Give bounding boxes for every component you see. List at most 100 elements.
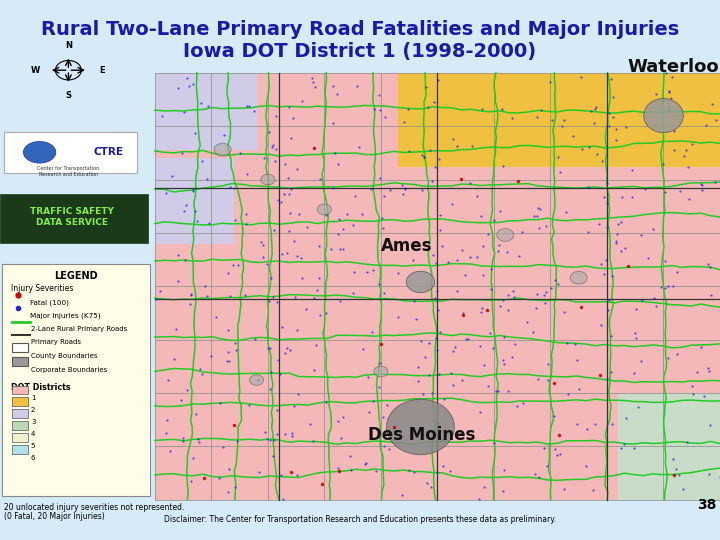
Ellipse shape bbox=[644, 98, 683, 133]
Point bbox=[349, 192, 361, 200]
Point bbox=[369, 105, 380, 113]
Point bbox=[402, 104, 413, 113]
Point bbox=[521, 318, 533, 326]
Point bbox=[228, 420, 239, 429]
Point bbox=[696, 342, 707, 351]
Point bbox=[444, 467, 456, 475]
Point bbox=[449, 342, 461, 351]
Point bbox=[430, 294, 441, 302]
Point bbox=[362, 373, 374, 382]
Point bbox=[632, 403, 644, 411]
Point bbox=[287, 114, 298, 123]
Point bbox=[494, 241, 505, 249]
Point bbox=[596, 157, 608, 166]
Point bbox=[709, 178, 720, 186]
Point bbox=[311, 285, 323, 294]
Point bbox=[277, 495, 289, 503]
Point bbox=[546, 115, 558, 124]
Point bbox=[234, 149, 246, 158]
Text: 38: 38 bbox=[697, 498, 716, 512]
Point bbox=[327, 118, 338, 127]
Point bbox=[403, 147, 415, 156]
Point bbox=[202, 174, 213, 183]
Point bbox=[460, 334, 472, 343]
Point bbox=[214, 399, 225, 407]
Point bbox=[485, 285, 497, 294]
Point bbox=[686, 140, 698, 149]
Point bbox=[185, 477, 197, 485]
Point bbox=[242, 102, 253, 111]
Point bbox=[306, 73, 318, 82]
Point bbox=[192, 435, 204, 444]
Point bbox=[269, 225, 280, 234]
Point bbox=[189, 206, 201, 215]
Point bbox=[178, 207, 189, 216]
Point bbox=[703, 367, 715, 375]
Bar bbox=[155, 158, 234, 244]
Point bbox=[535, 106, 546, 115]
Point bbox=[662, 282, 674, 291]
Bar bbox=[12, 445, 28, 454]
Point bbox=[671, 268, 683, 276]
Ellipse shape bbox=[387, 399, 454, 455]
Point bbox=[388, 423, 400, 432]
Point bbox=[691, 368, 703, 376]
Point bbox=[423, 371, 434, 380]
Point bbox=[492, 387, 503, 395]
Point bbox=[629, 329, 641, 338]
Point bbox=[430, 334, 441, 342]
Point bbox=[275, 370, 287, 379]
Point bbox=[418, 152, 430, 161]
Point bbox=[682, 162, 693, 171]
Point bbox=[534, 204, 546, 213]
Point bbox=[534, 473, 545, 482]
Point bbox=[181, 386, 192, 394]
Point bbox=[678, 152, 690, 161]
Point bbox=[263, 297, 274, 306]
Point bbox=[561, 339, 572, 347]
Point bbox=[585, 106, 596, 115]
Point bbox=[361, 268, 373, 276]
Point bbox=[598, 269, 610, 278]
Point bbox=[497, 487, 508, 496]
Point bbox=[267, 141, 279, 150]
Point bbox=[671, 350, 683, 359]
Point bbox=[333, 467, 345, 475]
Point bbox=[408, 468, 420, 476]
Text: W: W bbox=[30, 66, 40, 75]
Point bbox=[332, 230, 343, 238]
Point bbox=[575, 73, 586, 82]
Point bbox=[607, 113, 618, 122]
Point bbox=[374, 173, 386, 182]
Text: Iowa DOT District 1 (1998-2000): Iowa DOT District 1 (1998-2000) bbox=[184, 42, 536, 61]
FancyBboxPatch shape bbox=[4, 132, 137, 173]
Point bbox=[474, 341, 486, 350]
Point bbox=[259, 428, 271, 436]
Point bbox=[399, 185, 410, 193]
Point bbox=[459, 271, 471, 280]
Point bbox=[348, 267, 360, 276]
Point bbox=[222, 356, 233, 365]
Point bbox=[196, 157, 207, 166]
Point bbox=[554, 167, 566, 176]
Point bbox=[571, 420, 582, 428]
Point bbox=[239, 291, 251, 300]
Point bbox=[361, 458, 372, 467]
Point bbox=[451, 142, 462, 151]
Point bbox=[374, 382, 385, 391]
Point bbox=[601, 199, 613, 207]
Point bbox=[181, 201, 192, 210]
Point bbox=[446, 199, 458, 208]
Point bbox=[421, 478, 433, 487]
Ellipse shape bbox=[570, 271, 588, 284]
Point bbox=[606, 272, 618, 281]
Text: TRAFFIC SAFETY
DATA SERVICE: TRAFFIC SAFETY DATA SERVICE bbox=[30, 207, 114, 227]
Point bbox=[431, 468, 442, 476]
Point bbox=[423, 103, 434, 111]
Point bbox=[616, 246, 627, 255]
Point bbox=[626, 166, 638, 174]
Point bbox=[552, 152, 564, 161]
Point bbox=[474, 308, 486, 316]
Point bbox=[196, 98, 207, 107]
Point bbox=[281, 249, 292, 258]
